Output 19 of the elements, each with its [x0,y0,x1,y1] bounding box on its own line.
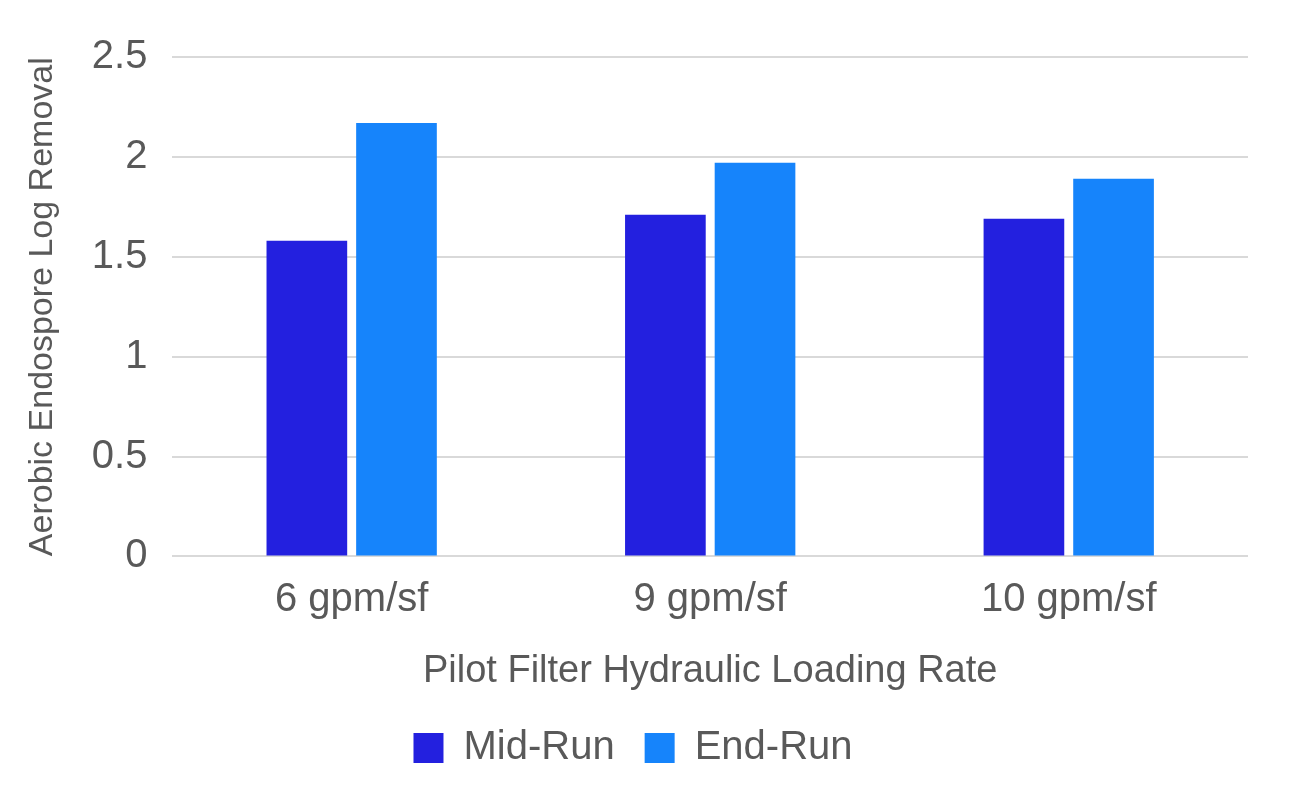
bar [714,162,796,556]
x-axis-title: Pilot Filter Hydraulic Loading Rate [422,647,998,690]
y-tick-label: 1.5 [91,231,148,276]
y-tick-label: 2.5 [91,32,148,77]
y-axis-title: Aerobic Endospore Log Removal [20,57,59,557]
y-tick-label: 2 [125,131,148,176]
bar [983,218,1065,556]
y-tick-label: 1 [125,331,148,376]
legend-label: Mid-Run [463,723,615,768]
x-tick-label: 10 gpm/sf [980,575,1158,620]
legend-label: End-Run [694,723,853,768]
y-tick-label: 0 [125,531,148,576]
bar [266,240,348,556]
bar [356,122,437,556]
bar [1073,178,1154,556]
bar [625,214,706,556]
x-tick-label: 6 gpm/sf [274,575,430,620]
x-tick-label: 9 gpm/sf [633,575,788,620]
y-tick-label: 0.5 [91,431,148,476]
